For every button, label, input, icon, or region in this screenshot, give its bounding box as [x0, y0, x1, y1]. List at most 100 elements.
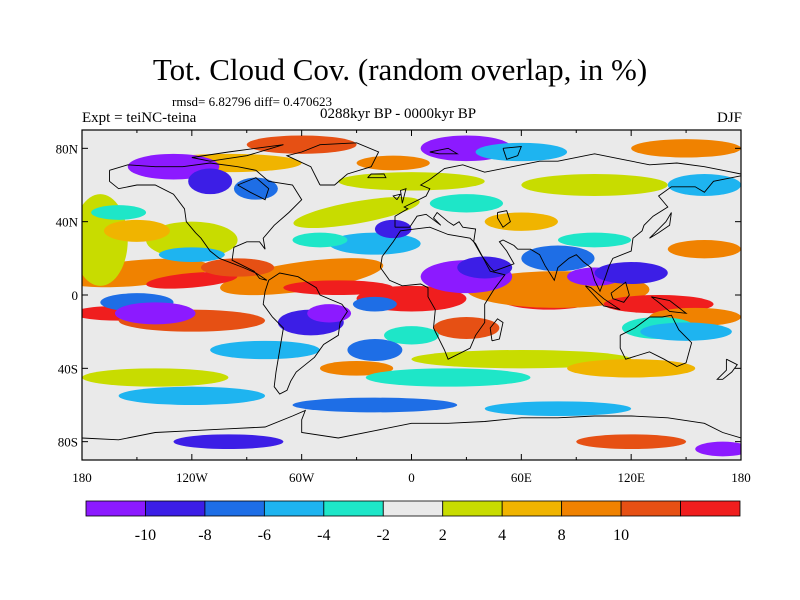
field-patch [307, 304, 352, 323]
field-patch [429, 194, 504, 213]
field-patch [329, 232, 421, 255]
coastline-segment [610, 281, 630, 303]
coastline-segment [649, 212, 672, 239]
field-patch [667, 240, 741, 259]
field-patch [433, 317, 500, 339]
field-patch [594, 262, 668, 284]
colorbar-swatch [620, 500, 681, 517]
field-patch [118, 386, 266, 406]
x-tick-label: 0 [408, 470, 415, 485]
period-label: 0288kyr BP - 0000kyr BP [320, 106, 477, 122]
coastline-segment [191, 144, 284, 162]
coastline-segment [237, 177, 270, 201]
field-patch [82, 368, 229, 387]
colorbar-label: -2 [377, 527, 390, 544]
experiment-label: Expt = teiNC-teina [82, 110, 197, 126]
field-patch [283, 280, 394, 295]
colorbar-label: 2 [439, 527, 447, 544]
field-patch [347, 339, 403, 361]
coastline-segment [502, 145, 522, 160]
y-tick-labels: 80N 40N 0 40S 80S [56, 141, 79, 449]
colorbar-swatch [382, 500, 444, 517]
y-tick-label: 40S [58, 361, 78, 376]
colorbar-label: -10 [135, 527, 156, 544]
field-patch [319, 361, 394, 376]
coastline-segment [716, 358, 738, 380]
rmsd-diff-text: rmsd= 6.82796 diff= 0.470623 [172, 94, 332, 109]
x-tick-label: 120W [176, 470, 209, 485]
field-patch [521, 174, 668, 196]
field-patch [233, 177, 278, 200]
x-tick-label: 60E [511, 470, 532, 485]
field-patch [103, 219, 170, 242]
field-patch [567, 359, 696, 378]
colorbar-swatch [263, 500, 325, 517]
coastline-segment [109, 162, 303, 281]
x-tick-label: 180 [731, 470, 751, 485]
x-tick-label: 120E [617, 470, 645, 485]
coastline-segment [392, 193, 402, 201]
coastline-segment [429, 147, 459, 155]
field-patch [146, 272, 238, 289]
field-patch [220, 258, 384, 296]
colorbar-label: -6 [258, 527, 271, 544]
colorbar-swatch [85, 500, 146, 517]
coastlines [82, 142, 741, 441]
colorbar-label: 10 [613, 527, 629, 544]
y-tick-label: 40N [56, 215, 79, 230]
y-tick-label: 80S [58, 435, 78, 450]
field-patch [292, 397, 458, 413]
field-patch [384, 326, 439, 345]
coastline-segment [651, 296, 688, 314]
coastline-segment [262, 272, 348, 395]
x-tick-label: 180 [72, 470, 92, 485]
axis-ticks [81, 130, 742, 460]
field-patch [695, 441, 741, 457]
field-patch [91, 205, 147, 220]
field-patch [631, 139, 741, 158]
field-patch [557, 232, 632, 248]
field-patch [293, 196, 420, 229]
coastline-segment [285, 142, 380, 186]
x-tick-label: 60W [289, 470, 315, 485]
x-tick-labels: 180 120W 60W 0 60E 120E 180 [72, 470, 751, 485]
colorbar-swatch [323, 500, 384, 517]
y-tick-label: 0 [72, 288, 79, 303]
field-patch [640, 322, 732, 341]
colorbar-swatch [561, 500, 622, 517]
colorbar-label: 8 [558, 527, 566, 544]
coastline-segment [367, 173, 387, 179]
coastline-segment [619, 314, 693, 367]
field-patch [246, 135, 357, 154]
coastline-segment [400, 188, 407, 204]
field-patch [292, 232, 348, 248]
field-patch [365, 368, 531, 387]
colorbar-label: -4 [317, 527, 330, 544]
field-patch [188, 168, 233, 195]
coastline-segment [585, 285, 621, 311]
field-patch [158, 247, 225, 262]
coastline-segment [489, 318, 504, 342]
field-patch [200, 258, 275, 277]
field-patch [521, 245, 595, 272]
coastline-segment [497, 210, 511, 228]
coastline-segment [394, 153, 741, 293]
field-patch [173, 434, 284, 449]
field-patch [484, 401, 632, 416]
field-patch [374, 219, 412, 239]
colorbar-swatch [442, 500, 503, 517]
field-patch [484, 212, 558, 231]
field-patch [114, 302, 196, 325]
colorbar-labels: -10 -8 -6 -4 -2 2 4 8 10 [135, 527, 629, 544]
field-patch [475, 142, 568, 162]
coastline-segment [82, 409, 741, 441]
colorbar-swatch [680, 500, 741, 517]
y-tick-label: 80N [56, 141, 79, 156]
colorbar-label: -8 [198, 527, 211, 544]
colorbar-swatch [501, 500, 563, 517]
colorbar-swatch [204, 500, 265, 517]
field-patch [210, 340, 320, 360]
colorbar-label: 4 [498, 527, 506, 544]
coastline-segment [379, 226, 506, 360]
